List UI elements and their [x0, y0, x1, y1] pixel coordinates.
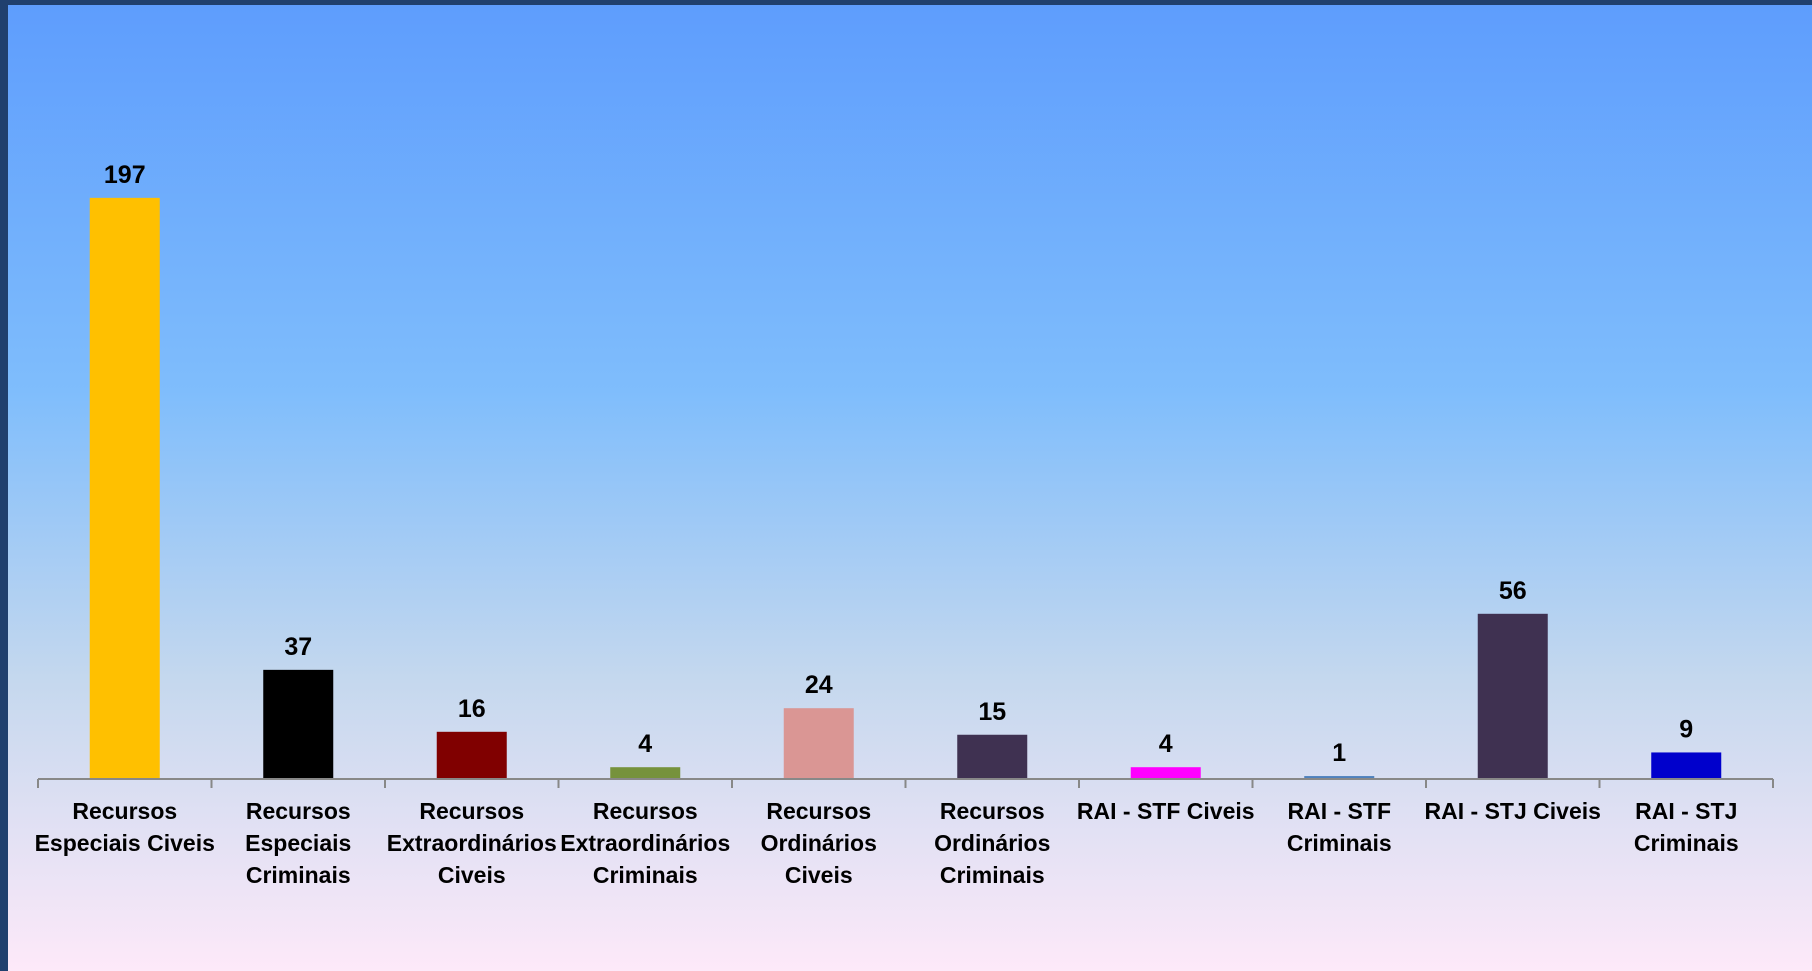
- category-label: RAI - STJ Civeis: [1425, 798, 1601, 824]
- category-label-line: Ordinários: [761, 830, 877, 856]
- data-label: 1: [1332, 739, 1346, 767]
- data-label: 16: [458, 695, 486, 723]
- bar: [1130, 767, 1201, 779]
- category-label-line: Criminais: [1287, 830, 1392, 856]
- category-label-line: RAI - STF: [1288, 798, 1392, 824]
- bar: [1477, 613, 1548, 779]
- category-label-line: Recursos: [419, 798, 524, 824]
- bar: [957, 734, 1028, 779]
- data-label: 37: [284, 633, 312, 661]
- category-label-line: Especiais Civeis: [35, 830, 215, 856]
- category-label: RAI - STJ Criminais: [1634, 798, 1739, 856]
- category-label-line: Criminais: [246, 862, 351, 888]
- category-label: Recursos Especiais Civeis: [35, 798, 215, 856]
- category-label-line: Recursos: [766, 798, 871, 824]
- chart-background: 197 37 16 4 24 15 4 1 56 9 Recursos Especiais Cive…: [8, 5, 1812, 971]
- category-labels-group: Recursos Especiais Civeis Recursos Especiai…: [35, 798, 1739, 888]
- category-label-line: Criminais: [940, 862, 1045, 888]
- category-label-line: RAI - STF Civeis: [1077, 798, 1255, 824]
- data-label: 15: [978, 698, 1006, 726]
- data-label: 24: [805, 671, 833, 699]
- x-axis-ticks: [37, 779, 1774, 788]
- bar: [1651, 752, 1722, 779]
- bar: [263, 669, 334, 779]
- category-label-line: Extraordinários: [560, 830, 730, 856]
- category-label: Recursos Extraordinários Civeis: [387, 798, 557, 888]
- data-label: 9: [1679, 715, 1693, 743]
- bar: [783, 708, 854, 779]
- category-label-line: Criminais: [593, 862, 698, 888]
- category-label-line: Civeis: [785, 862, 853, 888]
- category-label-line: Recursos: [593, 798, 698, 824]
- category-label-line: Extraordinários: [387, 830, 557, 856]
- data-label: 197: [104, 161, 146, 189]
- category-label-line: Recursos: [246, 798, 351, 824]
- data-label: 56: [1499, 577, 1527, 605]
- bar: [436, 731, 507, 779]
- category-label: Recursos Especiais Criminais: [245, 798, 351, 888]
- category-label: Recursos Ordinários Criminais: [934, 798, 1050, 888]
- bar: [1304, 776, 1375, 779]
- category-label-line: RAI - STJ Civeis: [1425, 798, 1601, 824]
- bar-chart: 197 37 16 4 24 15 4 1 56 9 Recursos Especiais Cive…: [35, 161, 1774, 888]
- bar: [89, 197, 160, 780]
- category-label-line: Especiais: [245, 830, 351, 856]
- category-label: Recursos Extraordinários Criminais: [560, 798, 730, 888]
- value-labels-group: 197 37 16 4 24 15 4 1 56 9: [104, 161, 1693, 767]
- data-label: 4: [638, 730, 652, 758]
- bar: [610, 767, 681, 779]
- bars-group: [89, 197, 1722, 780]
- data-label: 4: [1159, 730, 1173, 758]
- category-label: RAI - STF Criminais: [1287, 798, 1392, 856]
- category-label: RAI - STF Civeis: [1077, 798, 1255, 824]
- category-label-line: Criminais: [1634, 830, 1739, 856]
- category-label-line: RAI - STJ: [1635, 798, 1737, 824]
- category-label-line: Ordinários: [934, 830, 1050, 856]
- category-label-line: Recursos: [940, 798, 1045, 824]
- category-label-line: Recursos: [72, 798, 177, 824]
- category-label: Recursos Ordinários Civeis: [761, 798, 877, 888]
- category-label-line: Civeis: [438, 862, 506, 888]
